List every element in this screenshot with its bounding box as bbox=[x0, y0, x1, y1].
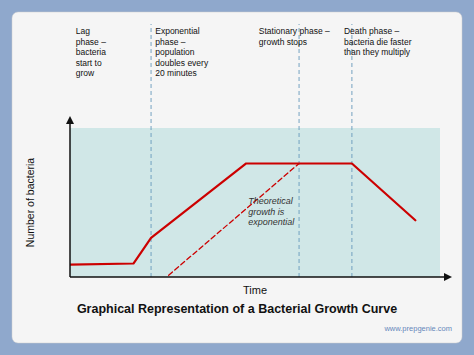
text-line: Death phase – bbox=[344, 26, 400, 36]
text-line: Theoretical bbox=[248, 196, 294, 206]
phase-boundary bbox=[351, 24, 352, 277]
text-line: phase – bbox=[155, 37, 186, 47]
text-line: doubles every bbox=[155, 58, 209, 68]
title: Graphical Representation of a Bacterial … bbox=[77, 302, 397, 316]
text-line: than they multiply bbox=[344, 47, 411, 57]
x-arrow bbox=[444, 273, 452, 281]
x-axis bbox=[70, 276, 446, 278]
phase-label: Death phase –bacteria die fasterthan the… bbox=[344, 26, 412, 57]
y-arrow bbox=[66, 116, 74, 124]
phase-boundary bbox=[299, 24, 300, 277]
theoretical-line bbox=[169, 163, 299, 275]
text-line: Lag bbox=[76, 26, 90, 36]
text-line: Exponential bbox=[155, 26, 200, 36]
card bbox=[12, 12, 462, 343]
y-axis bbox=[69, 122, 71, 277]
y-axis-label: Number of bacteria bbox=[24, 158, 36, 247]
text-line: phase – bbox=[76, 37, 107, 47]
text-line: growth stops bbox=[259, 37, 307, 47]
x-axis-label: Time bbox=[243, 284, 267, 296]
annotation: Theoreticalgrowth isexponential bbox=[248, 196, 295, 227]
phase-label: Exponentialphase –populationdoubles ever… bbox=[155, 26, 209, 78]
text-line: population bbox=[155, 47, 195, 57]
plot-area bbox=[70, 128, 440, 277]
text-line: bacteria die faster bbox=[344, 37, 412, 47]
chart: Theoreticalgrowth isexponentialLagphase … bbox=[0, 0, 474, 355]
text-line: bacteria bbox=[76, 47, 107, 57]
growth-curve bbox=[70, 163, 415, 264]
text-line: Stationary phase – bbox=[259, 26, 330, 36]
text-line: 20 minutes bbox=[155, 68, 197, 78]
phase-label: Lagphase –bacteriastart togrow bbox=[76, 26, 107, 78]
text-line: exponential bbox=[248, 217, 295, 227]
watermark: www.prepgenie.com bbox=[383, 324, 452, 333]
plot-lines bbox=[70, 163, 415, 275]
phase-label: Stationary phase –growth stops bbox=[259, 26, 330, 47]
text-line: start to bbox=[76, 58, 102, 68]
text-line: growth is bbox=[248, 207, 285, 217]
text-line: grow bbox=[76, 68, 95, 78]
